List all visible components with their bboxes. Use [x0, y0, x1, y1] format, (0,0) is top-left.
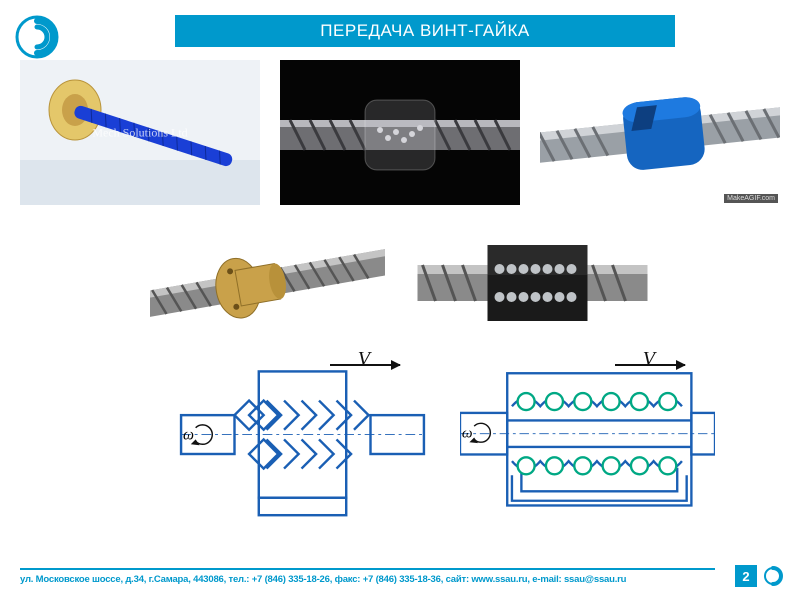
image-row-2: [150, 225, 650, 340]
brand-logo-small-icon: [761, 564, 785, 588]
brand-logo: [15, 15, 59, 59]
ballscrew-transparent-render: [280, 60, 520, 205]
page-number-badge: 2: [735, 564, 785, 588]
image-row-1: Mech Solutions Ltd: [20, 60, 780, 205]
trapezoidal-leadscrew-photo: [150, 225, 385, 340]
diagram-row: V: [175, 352, 715, 527]
ballscrew-skf-render: MakeAGIF.com: [540, 60, 780, 205]
omega-label: ω: [183, 426, 194, 443]
sliding-screw-diagram: V: [175, 352, 430, 527]
gif-source-tag: MakeAGIF.com: [724, 194, 778, 203]
velocity-arrow-icon: [330, 364, 400, 366]
leadscrew-cad-render: Mech Solutions Ltd: [20, 60, 260, 205]
slide-title: ПЕРЕДАЧА ВИНТ-ГАЙКА: [175, 15, 675, 47]
velocity-label: V: [358, 348, 370, 371]
velocity-arrow-icon: [615, 364, 685, 366]
footer-contact: ул. Московское шоссе, д.34, г.Самара, 44…: [20, 568, 715, 585]
velocity-label: V: [643, 348, 655, 371]
ballscrew-diagram: V: [460, 352, 715, 527]
omega-label: ω: [462, 425, 473, 441]
page-number: 2: [735, 565, 757, 587]
ballscrew-cutaway-photo: [415, 225, 650, 340]
watermark-text: Mech Solutions Ltd: [92, 125, 187, 140]
